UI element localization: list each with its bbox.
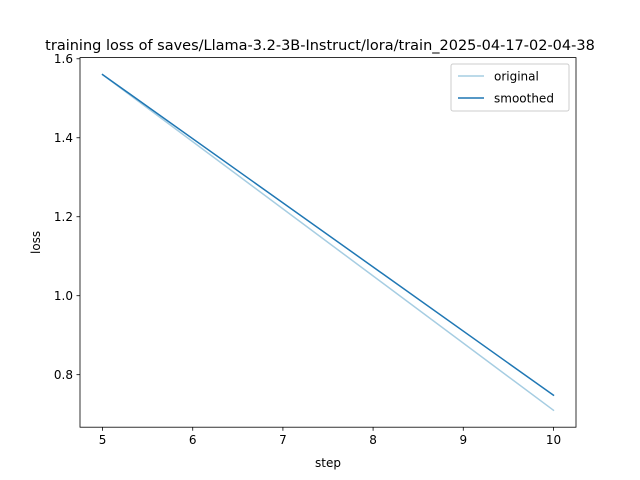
- tick-layer: 5 6 7 8 9 10 0.8 1.0 1.2 1.4 1.6: [54, 52, 561, 447]
- y-tick-label: 1.6: [54, 52, 73, 66]
- legend-label-original: original: [494, 70, 539, 84]
- x-axis-label: step: [315, 456, 341, 470]
- y-tick-label: 1.4: [54, 131, 73, 145]
- x-tick-label: 8: [369, 433, 377, 447]
- plot-frame: [79, 57, 577, 428]
- legend-label-smoothed: smoothed: [494, 92, 554, 106]
- y-tick-label: 1.2: [54, 210, 73, 224]
- series-line-smoothed: [101, 73, 555, 397]
- y-tick-label: 0.8: [54, 368, 73, 382]
- chart-title: training loss of saves/Llama-3.2-3B-Inst…: [45, 38, 595, 54]
- series-line-original: [101, 73, 555, 412]
- x-tick-label: 7: [279, 433, 287, 447]
- series-layer: [101, 73, 555, 412]
- legend: original smoothed: [450, 63, 570, 112]
- y-tick-label: 1.0: [54, 289, 73, 303]
- x-tick-label: 9: [459, 433, 467, 447]
- x-tick-label: 10: [546, 433, 561, 447]
- x-tick-label: 5: [99, 433, 107, 447]
- x-tick-label: 6: [189, 433, 197, 447]
- y-axis-label: loss: [29, 231, 43, 254]
